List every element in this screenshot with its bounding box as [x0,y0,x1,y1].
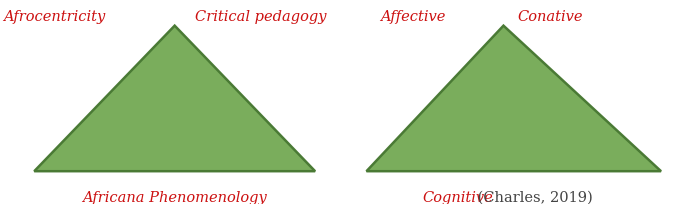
Text: Affective: Affective [380,10,445,24]
Text: (Charles, 2019): (Charles, 2019) [473,190,593,204]
Text: Africana Phenomenology: Africana Phenomenology [82,190,267,204]
Polygon shape [366,27,661,171]
Text: Critical pedagogy: Critical pedagogy [195,10,327,24]
Text: Cognitive: Cognitive [423,190,493,204]
Text: Afrocentricity: Afrocentricity [3,10,105,24]
Polygon shape [34,27,315,171]
Text: Conative: Conative [517,10,583,24]
